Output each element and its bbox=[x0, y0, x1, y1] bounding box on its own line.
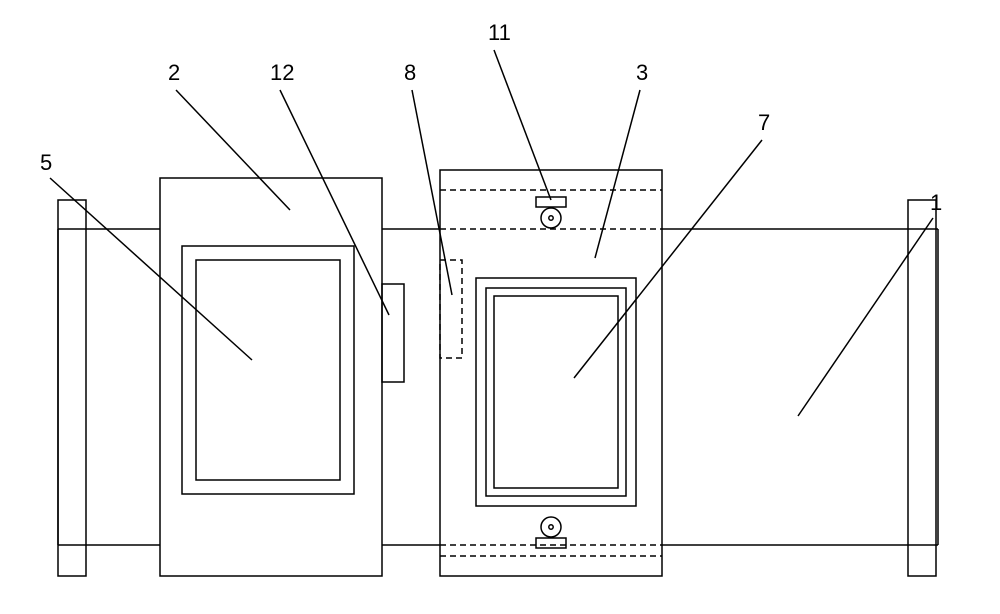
label-5: 5 bbox=[40, 150, 52, 175]
label-8: 8 bbox=[404, 60, 416, 85]
label-3: 3 bbox=[636, 60, 648, 85]
label-2: 2 bbox=[168, 60, 180, 85]
label-7: 7 bbox=[758, 110, 770, 135]
label-1: 1 bbox=[930, 190, 942, 215]
label-12: 12 bbox=[270, 60, 294, 85]
label-11: 11 bbox=[488, 20, 511, 45]
technical-diagram: 11 12 2 8 3 7 5 1 bbox=[0, 0, 1000, 614]
